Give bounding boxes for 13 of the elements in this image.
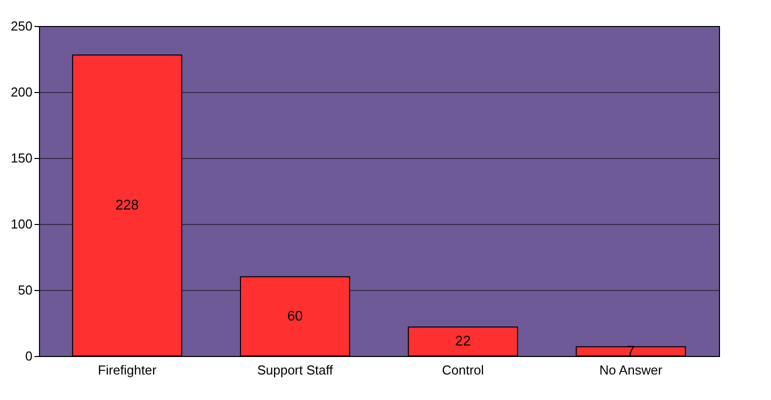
x-tick-label: No Answer [599, 362, 663, 378]
x-tick-label: Firefighter [98, 362, 158, 378]
y-tick-label: 0 [25, 348, 32, 364]
data-label: 22 [455, 332, 471, 348]
y-tick-label: 50 [18, 282, 32, 298]
y-tick-label: 200 [10, 84, 32, 100]
x-tick-label: Control [442, 362, 484, 378]
data-label: 228 [115, 196, 140, 213]
y-tick-label: 150 [10, 150, 32, 166]
x-tick-label: Support Staff [257, 362, 334, 378]
y-tick-label: 100 [10, 216, 32, 232]
data-label: 60 [287, 307, 304, 324]
y-tick-label: 250 [10, 18, 32, 34]
